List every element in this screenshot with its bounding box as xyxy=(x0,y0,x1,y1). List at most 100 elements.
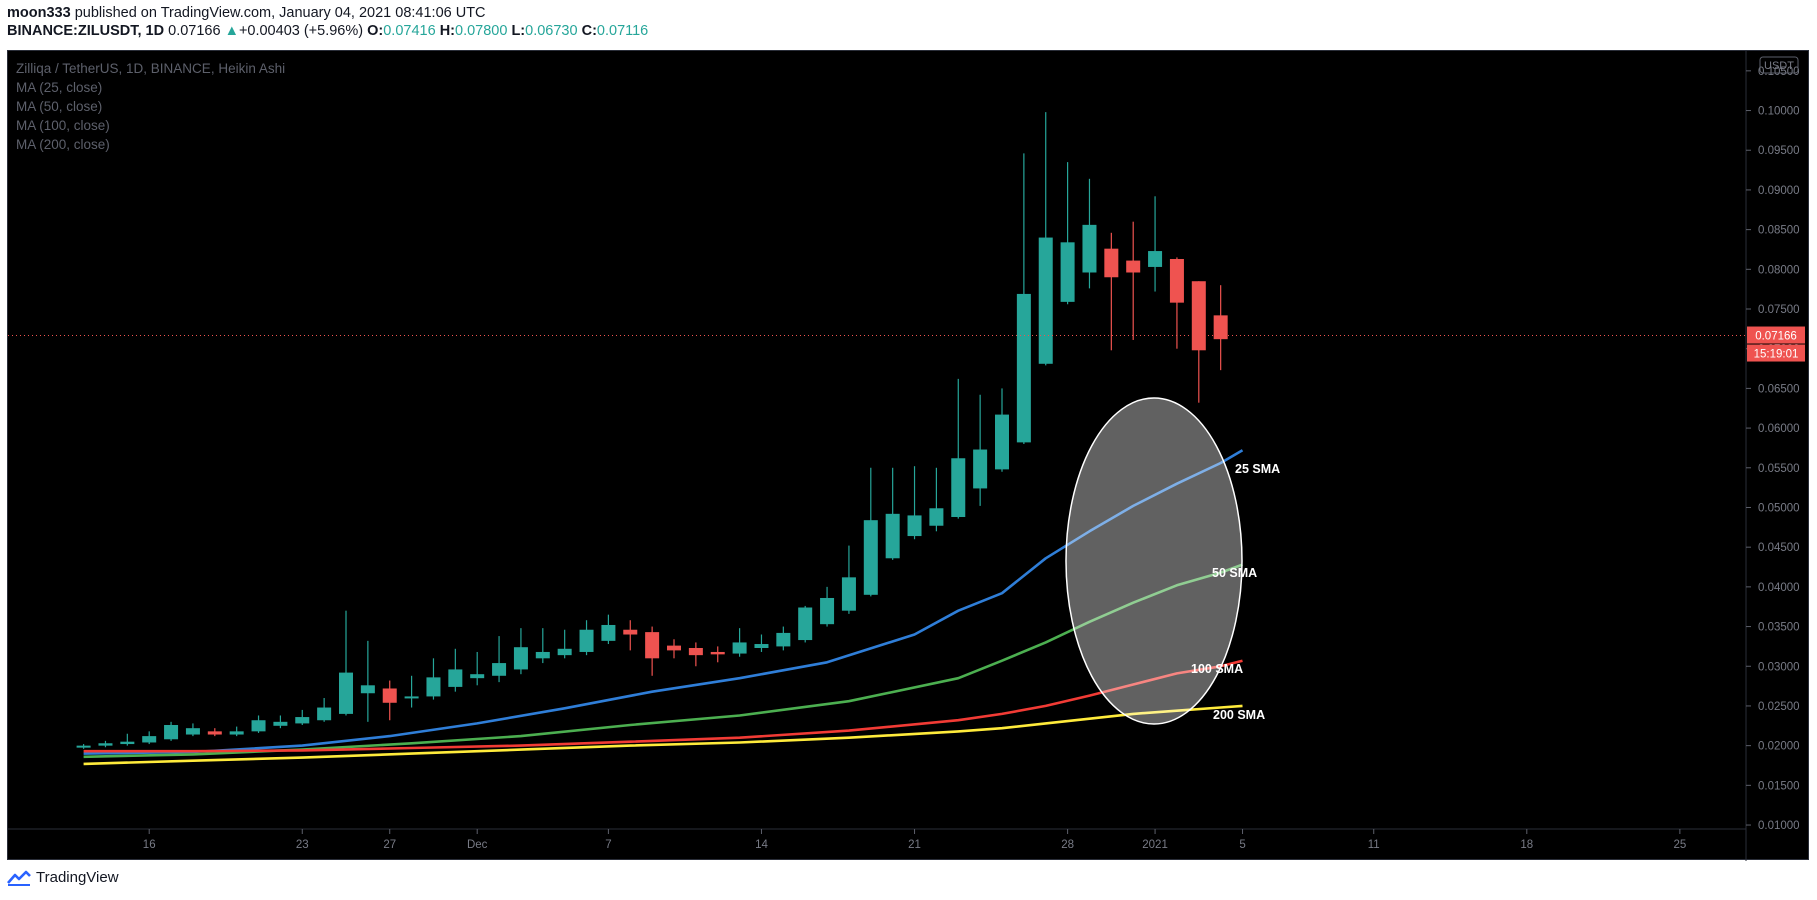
candle-body xyxy=(1060,242,1075,302)
y-tick-label-16: 0.09000 xyxy=(1758,185,1800,197)
chart-header: moon333 published on TradingView.com, Ja… xyxy=(7,4,648,40)
candle xyxy=(667,639,681,659)
price-axis[interactable]: 0.01000 0.01500 0.02000 0.02500 0.03000 0.035… xyxy=(1746,66,1800,832)
time-axis[interactable]: 16 23 27 Dec 7 14 21 28 2021 5 11 18 25 xyxy=(143,829,1686,851)
footer-brand[interactable]: TradingView xyxy=(6,869,119,886)
candle xyxy=(1126,221,1141,340)
candle-body xyxy=(142,736,157,743)
candle-body xyxy=(426,677,441,697)
candle-body xyxy=(798,607,813,641)
candle-body xyxy=(973,449,988,489)
candle xyxy=(1169,257,1184,349)
candle xyxy=(776,626,791,651)
candle-body xyxy=(185,728,200,735)
candle xyxy=(1104,232,1119,351)
candle xyxy=(295,709,310,726)
y-tick-label-19: 0.10500 xyxy=(1758,66,1800,78)
high-label: H: xyxy=(439,23,455,39)
symbol-label: BINANCE:ZILUSDT, 1D xyxy=(7,23,165,39)
candle xyxy=(951,378,966,519)
x-tick-label-1: 23 xyxy=(296,839,309,851)
candle-body xyxy=(1213,315,1228,340)
candle-body xyxy=(907,515,922,537)
countdown-label: 15:19:01 xyxy=(1754,349,1799,361)
candle xyxy=(317,698,332,722)
x-tick-label-10: 11 xyxy=(1368,839,1380,851)
highlight-ellipse xyxy=(1065,397,1243,725)
open-value: 0.07416 xyxy=(383,23,436,39)
candle xyxy=(623,620,638,651)
candle xyxy=(645,626,660,676)
y-tick-label-5: 0.03500 xyxy=(1758,622,1800,634)
moving-averages xyxy=(83,449,1244,766)
candle xyxy=(579,620,594,656)
x-tick-label-4: 7 xyxy=(605,839,611,851)
y-tick-label-1: 0.01500 xyxy=(1758,780,1800,792)
candle xyxy=(863,467,878,597)
legend-ma25[interactable]: MA (25, close) xyxy=(16,80,102,95)
candle xyxy=(470,651,485,686)
candle-body xyxy=(360,685,375,694)
candle xyxy=(492,636,507,683)
candle xyxy=(1148,196,1163,292)
sma-annotations: 25 SMA 50 SMA 100 SMA 200 SMA xyxy=(1191,462,1280,722)
legend-ma50[interactable]: MA (50, close) xyxy=(16,99,102,114)
candle-body xyxy=(229,731,244,735)
ma-line-200 xyxy=(83,704,1243,766)
candle-body xyxy=(207,731,222,735)
candle-body xyxy=(820,597,835,625)
chart-pane[interactable]: Zilliqa / TetherUS, 1D, BINANCE, Heikin … xyxy=(7,50,1810,861)
candle xyxy=(973,394,988,506)
candle xyxy=(273,715,288,729)
y-tick-label-6: 0.04000 xyxy=(1758,582,1800,594)
x-tick-label-3: Dec xyxy=(467,839,488,851)
ohlc-line: BINANCE:ZILUSDT, 1D 0.07166 ▲+0.00403 (+… xyxy=(7,22,648,40)
candles xyxy=(76,112,1228,749)
y-tick-label-18: 0.10000 xyxy=(1758,106,1800,118)
candle xyxy=(929,467,944,532)
low-value: 0.06730 xyxy=(525,23,578,39)
candle-body xyxy=(1148,251,1163,267)
candle xyxy=(820,586,835,627)
low-label: L: xyxy=(511,23,526,39)
candle-body xyxy=(863,520,878,595)
candle xyxy=(142,731,157,745)
candle xyxy=(841,545,856,614)
candle xyxy=(98,740,113,748)
candle-body xyxy=(98,743,113,746)
candle xyxy=(229,726,244,737)
candle xyxy=(207,728,222,737)
candle-body xyxy=(776,632,791,647)
candle xyxy=(185,723,200,737)
y-tick-label-3: 0.02500 xyxy=(1758,701,1800,713)
y-tick-label-8: 0.05000 xyxy=(1758,502,1800,514)
candle xyxy=(360,640,375,722)
candle-body xyxy=(645,632,660,659)
price-chart[interactable]: Zilliqa / TetherUS, 1D, BINANCE, Heikin … xyxy=(8,51,1810,861)
currency-label: USDT xyxy=(1764,60,1794,72)
candle xyxy=(1038,112,1053,366)
legend-ma200[interactable]: MA (200, close) xyxy=(16,137,110,152)
candle xyxy=(688,642,703,667)
author-name[interactable]: moon333 xyxy=(7,5,71,21)
candle-body xyxy=(579,629,594,652)
legend-ma100[interactable]: MA (100, close) xyxy=(16,118,110,133)
x-tick-label-6: 21 xyxy=(908,839,921,851)
candle-body xyxy=(623,629,638,635)
candle-body xyxy=(492,663,507,676)
candle xyxy=(732,628,747,657)
candle-body xyxy=(710,651,725,655)
candle xyxy=(535,628,550,664)
candle-body xyxy=(995,414,1009,470)
tradingview-logo-icon xyxy=(7,870,31,886)
candle xyxy=(426,658,441,700)
y-tick-label-10: 0.06000 xyxy=(1758,423,1800,435)
candle-body xyxy=(1104,248,1119,278)
candle xyxy=(710,646,725,663)
candle-body xyxy=(382,688,397,703)
candle xyxy=(76,744,91,749)
x-tick-label-5: 14 xyxy=(755,839,768,851)
annotation-50-sma: 50 SMA xyxy=(1212,566,1257,580)
candle-body xyxy=(273,721,288,726)
price-change: +0.00403 (+5.96%) xyxy=(238,23,364,39)
